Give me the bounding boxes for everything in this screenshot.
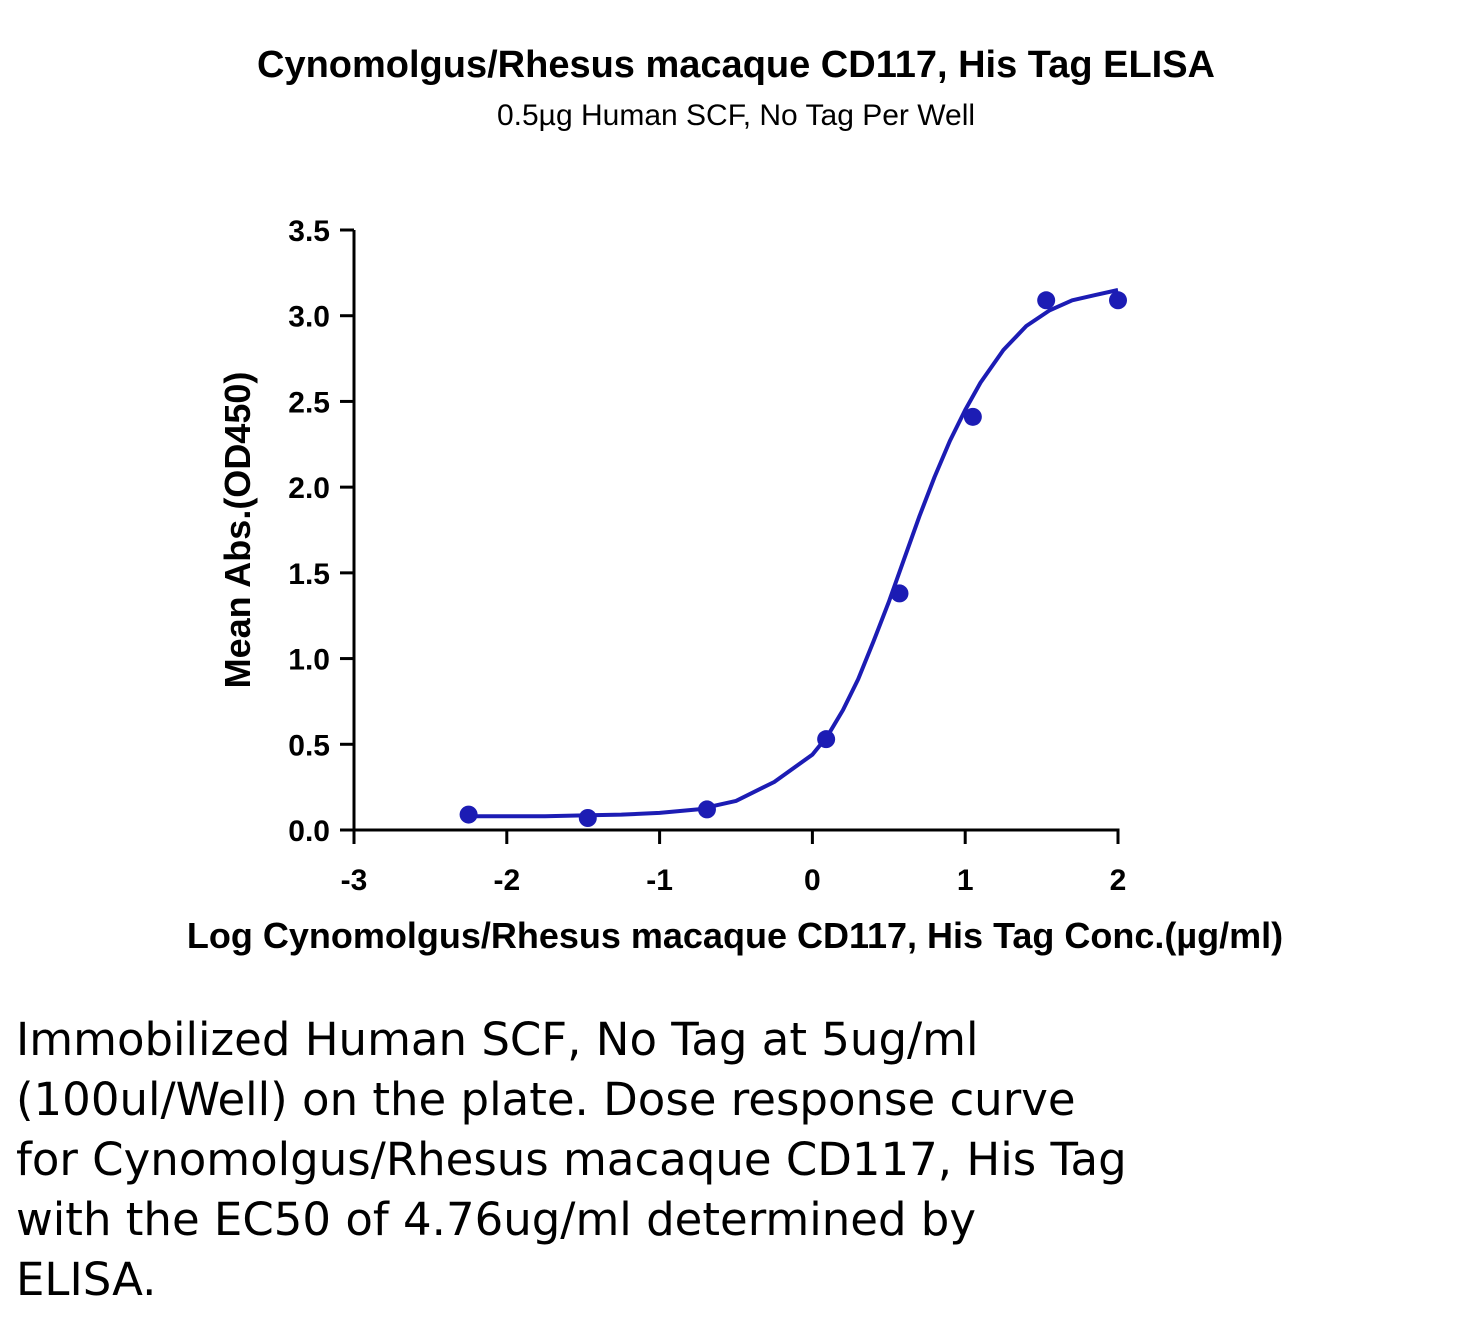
x-tick-label: -1 <box>646 864 673 897</box>
data-point <box>697 800 716 819</box>
x-tick-label: -3 <box>341 864 368 897</box>
figure-caption: Immobilized Human SCF, No Tag at 5ug/ml … <box>16 1010 1436 1310</box>
x-axis-title: Log Cynomolgus/Rhesus macaque CD117, His… <box>187 915 1283 956</box>
data-point <box>1037 291 1056 310</box>
caption-line: with the EC50 of 4.76ug/ml determined by <box>16 1193 977 1246</box>
y-tick-label: 0.0 <box>288 815 330 848</box>
data-point <box>578 809 597 827</box>
y-tick-label: 1.5 <box>288 558 330 591</box>
data-point <box>817 730 836 749</box>
axes: 0.0 0.5 1.0 1.5 2.0 2.5 3.0 3.5 -3 -2 -1 0 1 2 <box>288 215 1126 897</box>
y-tick-label: 3.0 <box>288 301 330 334</box>
caption-line: (100ul/Well) on the plate. Dose response… <box>16 1073 1076 1126</box>
data-point <box>963 407 982 426</box>
elisa-chart: 0.0 0.5 1.0 1.5 2.0 2.5 3.0 3.5 -3 -2 -1 0 1 2 Log Cy… <box>187 215 1283 956</box>
chart-title: Cynomolgus/Rhesus macaque CD117, His Tag… <box>257 44 1215 86</box>
x-tick-label: -2 <box>493 864 520 897</box>
caption-line: for Cynomolgus/Rhesus macaque CD117, His… <box>16 1133 1127 1186</box>
y-tick-label: 1.0 <box>288 644 330 677</box>
fit-curve-layer <box>468 288 1119 819</box>
data-point <box>890 584 909 603</box>
chart-subtitle: 0.5µg Human SCF, No Tag Per Well <box>496 99 976 132</box>
fit-curve <box>468 288 1119 819</box>
x-tick-label: 0 <box>804 864 821 897</box>
x-tick-label: 1 <box>957 864 974 897</box>
x-tick-label: 2 <box>1110 864 1127 897</box>
data-points-layer <box>459 291 1127 827</box>
caption-line: ELISA. <box>16 1253 157 1306</box>
y-tick-label: 2.5 <box>288 386 330 419</box>
y-tick-label: 3.5 <box>288 215 330 248</box>
caption-line: Immobilized Human SCF, No Tag at 5ug/ml <box>16 1013 979 1066</box>
y-axis-title: Mean Abs.(OD450) <box>217 372 258 689</box>
y-tick-label: 0.5 <box>288 729 330 762</box>
y-tick-label: 2.0 <box>288 472 330 505</box>
data-point <box>1109 291 1127 310</box>
data-point <box>459 805 478 824</box>
